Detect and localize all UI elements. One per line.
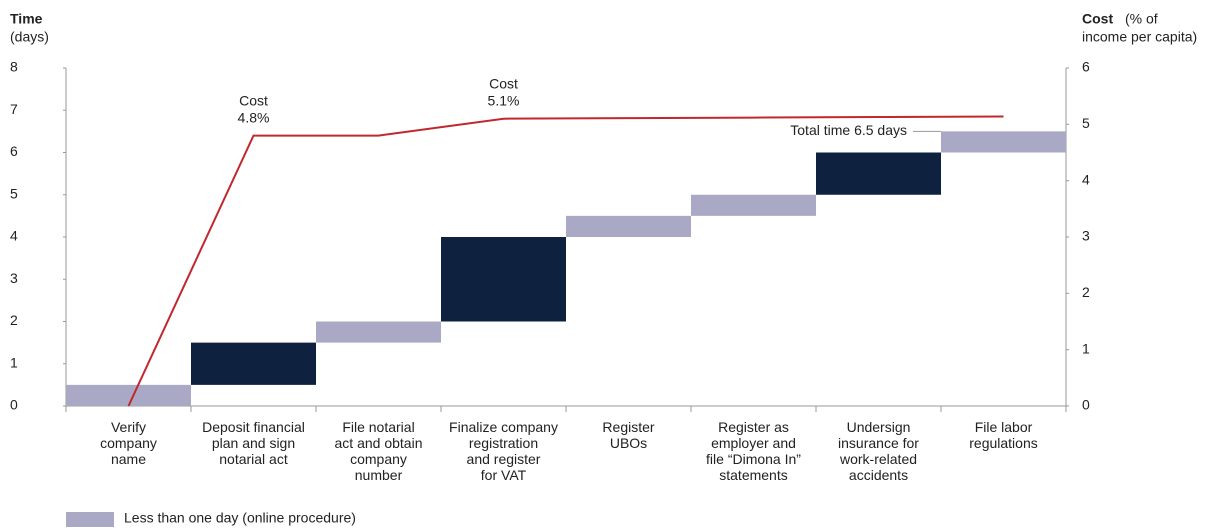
x-tick-label: File labor regulations [969,419,1038,451]
bar [66,384,191,406]
y2-tick-label: 3 [1082,228,1090,244]
bar [566,215,691,237]
y2-tick-label: 5 [1082,115,1090,131]
y-tick-label: 0 [10,397,18,413]
y2-title: Cost [1082,11,1113,27]
annotation: Cost [489,75,518,91]
annotation: 5.1% [488,92,520,108]
y2-tick-label: 2 [1082,284,1090,300]
y2-unit: (% of [1125,11,1158,27]
bar [441,237,566,322]
annotation: Total time 6.5 days [790,122,907,138]
x-tick-label: Verify company name [100,419,157,467]
y2-tick-label: 4 [1082,171,1090,187]
x-tick-label: Undersign insurance for work-related accide… [838,419,919,483]
y-tick-label: 2 [10,312,18,328]
cost-line [127,115,1004,407]
legend-label: Less than one day (online procedure) [124,510,356,526]
x-tick-label: File notarial act and obtain company number [335,419,423,483]
y-tick-label: 1 [10,354,18,370]
y-tick-label: 8 [10,59,18,75]
y-title: Time [10,11,43,27]
y-tick-label: 5 [10,185,18,201]
x-tick-label: Deposit financial plan and sign notarial a… [202,419,305,467]
x-tick-label: Register as employer and file “Dimona In” s… [706,419,801,483]
bar [191,342,316,385]
y-unit: (days) [10,29,49,45]
bar [816,152,941,195]
legend-swatch [66,512,114,527]
y-tick-label: 7 [10,101,18,117]
annotation: Cost [239,92,268,108]
bar [941,131,1066,153]
bar [316,321,441,343]
y-tick-label: 4 [10,228,18,244]
y2-tick-label: 6 [1082,59,1090,75]
y-tick-label: 6 [10,143,18,159]
x-tick-label: Finalize company registration and register… [449,419,558,483]
y-tick-label: 3 [10,270,18,286]
annotation: 4.8% [238,109,270,125]
y2-unit: income per capita) [1082,29,1197,45]
bar [691,194,816,216]
x-tick-label: Register UBOs [602,419,654,451]
y2-tick-label: 1 [1082,340,1090,356]
y2-tick-label: 0 [1082,397,1090,413]
